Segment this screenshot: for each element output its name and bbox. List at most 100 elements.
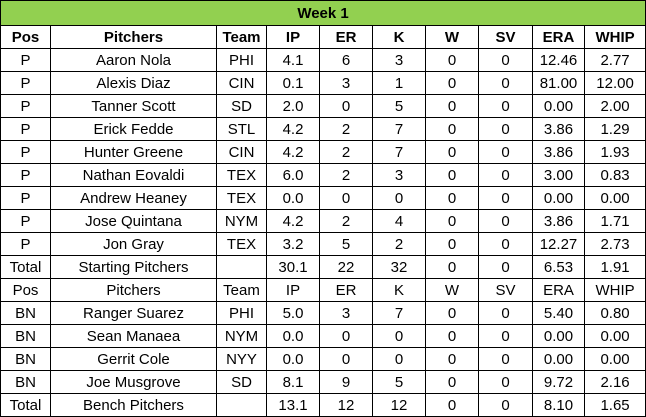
whip-cell: 0.00 bbox=[583, 347, 646, 371]
w-cell: W bbox=[425, 25, 479, 49]
table-row: P Andrew Heaney TEX 0.0 0 0 0 0 0.00 0.00 bbox=[0, 186, 646, 210]
pos-cell: BN bbox=[0, 301, 51, 325]
w-cell: 0 bbox=[425, 48, 479, 72]
sv-cell: 0 bbox=[478, 163, 533, 187]
k-cell: K bbox=[372, 278, 426, 302]
pitcher-cell: Andrew Heaney bbox=[50, 186, 217, 210]
k-cell: 5 bbox=[372, 370, 426, 394]
team-cell bbox=[216, 255, 267, 279]
ip-cell: 0.0 bbox=[266, 186, 320, 210]
era-cell: 81.00 bbox=[532, 71, 585, 95]
er-cell: ER bbox=[319, 25, 373, 49]
er-cell: 22 bbox=[319, 255, 373, 279]
team-cell: PHI bbox=[216, 48, 267, 72]
pos-cell: Total bbox=[0, 393, 51, 417]
er-cell: 2 bbox=[319, 163, 373, 187]
pitcher-cell: Joe Musgrove bbox=[50, 370, 217, 394]
era-cell: 3.86 bbox=[532, 209, 585, 233]
pos-cell: P bbox=[0, 140, 51, 164]
k-cell: K bbox=[372, 25, 426, 49]
team-cell: SD bbox=[216, 94, 267, 118]
k-cell: 2 bbox=[372, 232, 426, 256]
pos-cell: P bbox=[0, 117, 51, 141]
w-cell: 0 bbox=[425, 301, 479, 325]
w-cell: 0 bbox=[425, 393, 479, 417]
sv-cell: 0 bbox=[478, 94, 533, 118]
era-cell: 12.27 bbox=[532, 232, 585, 256]
er-cell: 6 bbox=[319, 48, 373, 72]
whip-cell: WHIP bbox=[583, 278, 646, 302]
k-cell: 12 bbox=[372, 393, 426, 417]
table-row: P Erick Fedde STL 4.2 2 7 0 0 3.86 1.29 bbox=[0, 117, 646, 141]
k-cell: 7 bbox=[372, 301, 426, 325]
table-row: P Aaron Nola PHI 4.1 6 3 0 0 12.46 2.77 bbox=[0, 48, 646, 72]
table-row: P Jose Quintana NYM 4.2 2 4 0 0 3.86 1.71 bbox=[0, 209, 646, 233]
ip-cell: 4.2 bbox=[266, 209, 320, 233]
ip-cell: IP bbox=[266, 25, 320, 49]
era-cell: 0.00 bbox=[532, 324, 585, 348]
whip-cell: 2.73 bbox=[583, 232, 646, 256]
header-row: Pos Pitchers Team IP ER K W SV ERA WHIP bbox=[0, 25, 646, 49]
er-cell: 0 bbox=[319, 324, 373, 348]
whip-cell: 1.71 bbox=[583, 209, 646, 233]
sv-cell: 0 bbox=[478, 140, 533, 164]
k-cell: 32 bbox=[372, 255, 426, 279]
sv-cell: 0 bbox=[478, 255, 533, 279]
title-row: Week 1 bbox=[0, 0, 646, 26]
w-cell: 0 bbox=[425, 255, 479, 279]
k-cell: 7 bbox=[372, 140, 426, 164]
pitcher-cell: Erick Fedde bbox=[50, 117, 217, 141]
w-cell: 0 bbox=[425, 163, 479, 187]
sv-cell: 0 bbox=[478, 232, 533, 256]
pitcher-cell: Jose Quintana bbox=[50, 209, 217, 233]
table-row: P Tanner Scott SD 2.0 0 5 0 0 0.00 2.00 bbox=[0, 94, 646, 118]
era-cell: 5.40 bbox=[532, 301, 585, 325]
sv-cell: SV bbox=[478, 25, 533, 49]
k-cell: 0 bbox=[372, 347, 426, 371]
whip-cell: 1.91 bbox=[583, 255, 646, 279]
whip-cell: 1.93 bbox=[583, 140, 646, 164]
pitcher-cell: Pitchers bbox=[50, 278, 217, 302]
table-row: BN Sean Manaea NYM 0.0 0 0 0 0 0.00 0.00 bbox=[0, 324, 646, 348]
sv-cell: 0 bbox=[478, 393, 533, 417]
sv-cell: 0 bbox=[478, 370, 533, 394]
table-row: P Alexis Diaz CIN 0.1 3 1 0 0 81.00 12.00 bbox=[0, 71, 646, 95]
k-cell: 1 bbox=[372, 71, 426, 95]
sv-cell: 0 bbox=[478, 71, 533, 95]
pos-cell: BN bbox=[0, 347, 51, 371]
w-cell: 0 bbox=[425, 186, 479, 210]
pitcher-cell: Starting Pitchers bbox=[50, 255, 217, 279]
w-cell: 0 bbox=[425, 94, 479, 118]
team-cell: NYM bbox=[216, 209, 267, 233]
pitcher-cell: Alexis Diaz bbox=[50, 71, 217, 95]
team-cell: TEX bbox=[216, 186, 267, 210]
k-cell: 3 bbox=[372, 163, 426, 187]
team-cell: CIN bbox=[216, 71, 267, 95]
whip-cell: 0.83 bbox=[583, 163, 646, 187]
pitcher-cell: Jon Gray bbox=[50, 232, 217, 256]
table-row: P Jon Gray TEX 3.2 5 2 0 0 12.27 2.73 bbox=[0, 232, 646, 256]
team-cell: PHI bbox=[216, 301, 267, 325]
k-cell: 5 bbox=[372, 94, 426, 118]
pos-cell: BN bbox=[0, 370, 51, 394]
whip-cell: 12.00 bbox=[583, 71, 646, 95]
whip-cell: 1.65 bbox=[583, 393, 646, 417]
pitcher-cell: Sean Manaea bbox=[50, 324, 217, 348]
era-cell: ERA bbox=[532, 278, 585, 302]
pitcher-cell: Gerrit Cole bbox=[50, 347, 217, 371]
era-cell: 12.46 bbox=[532, 48, 585, 72]
era-cell: ERA bbox=[532, 25, 585, 49]
sv-cell: 0 bbox=[478, 117, 533, 141]
team-cell: TEX bbox=[216, 163, 267, 187]
era-cell: 3.86 bbox=[532, 140, 585, 164]
pos-cell: P bbox=[0, 48, 51, 72]
w-cell: 0 bbox=[425, 71, 479, 95]
ip-cell: 8.1 bbox=[266, 370, 320, 394]
total-row: Total Bench Pitchers 13.1 12 12 0 0 8.10 1.65 bbox=[0, 393, 646, 417]
era-cell: 3.00 bbox=[532, 163, 585, 187]
team-cell: SD bbox=[216, 370, 267, 394]
er-cell: 0 bbox=[319, 186, 373, 210]
ip-cell: 0.1 bbox=[266, 71, 320, 95]
total-row: Total Starting Pitchers 30.1 22 32 0 0 6.53 1.91 bbox=[0, 255, 646, 279]
